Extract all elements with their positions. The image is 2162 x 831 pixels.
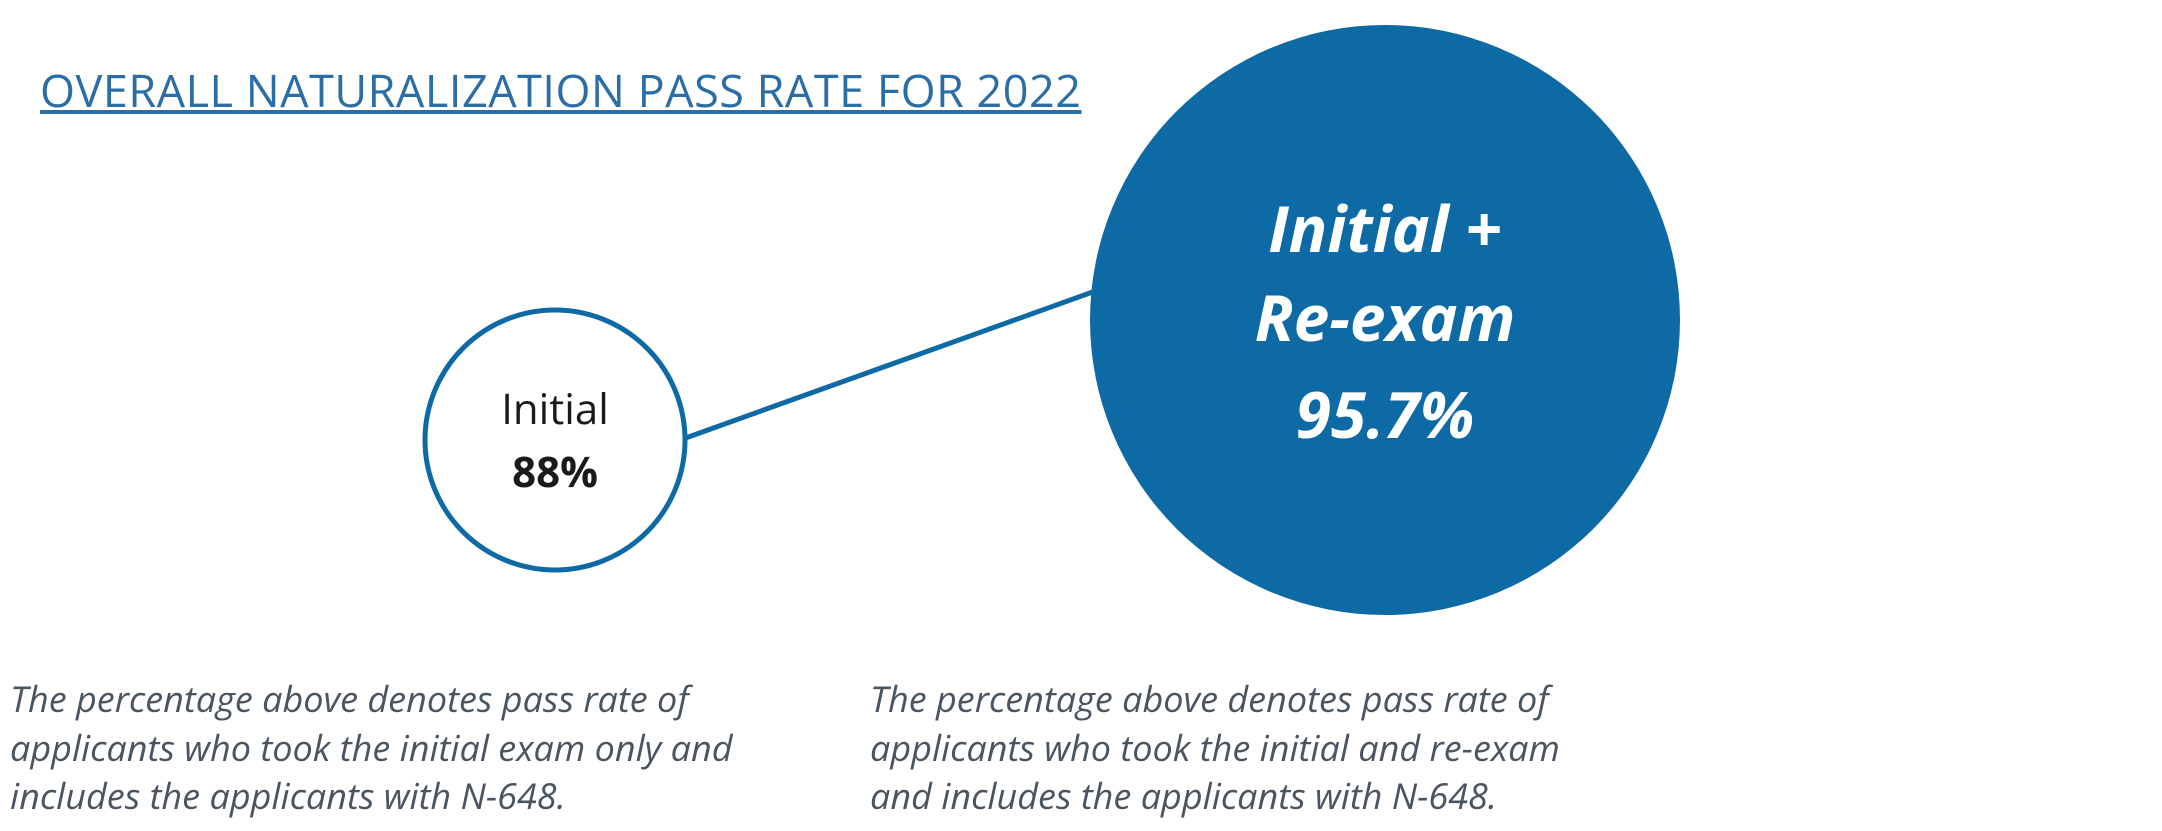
caption-left: The percentage above denotes pass rate o… <box>10 675 770 821</box>
big-circle-line1: Initial + <box>1268 184 1502 271</box>
big-circle-label: Initial + Re-exam 95.7% <box>1090 25 1680 615</box>
connector-line <box>680 275 1140 440</box>
big-circle-line3: 95.7% <box>1296 370 1475 457</box>
small-circle-line2: 88% <box>512 443 598 500</box>
small-circle-line1: Initial <box>501 380 609 437</box>
big-circle-line2: Re-exam <box>1255 273 1516 360</box>
caption-right: The percentage above denotes pass rate o… <box>870 675 1630 821</box>
small-circle-label: Initial 88% <box>425 310 685 570</box>
